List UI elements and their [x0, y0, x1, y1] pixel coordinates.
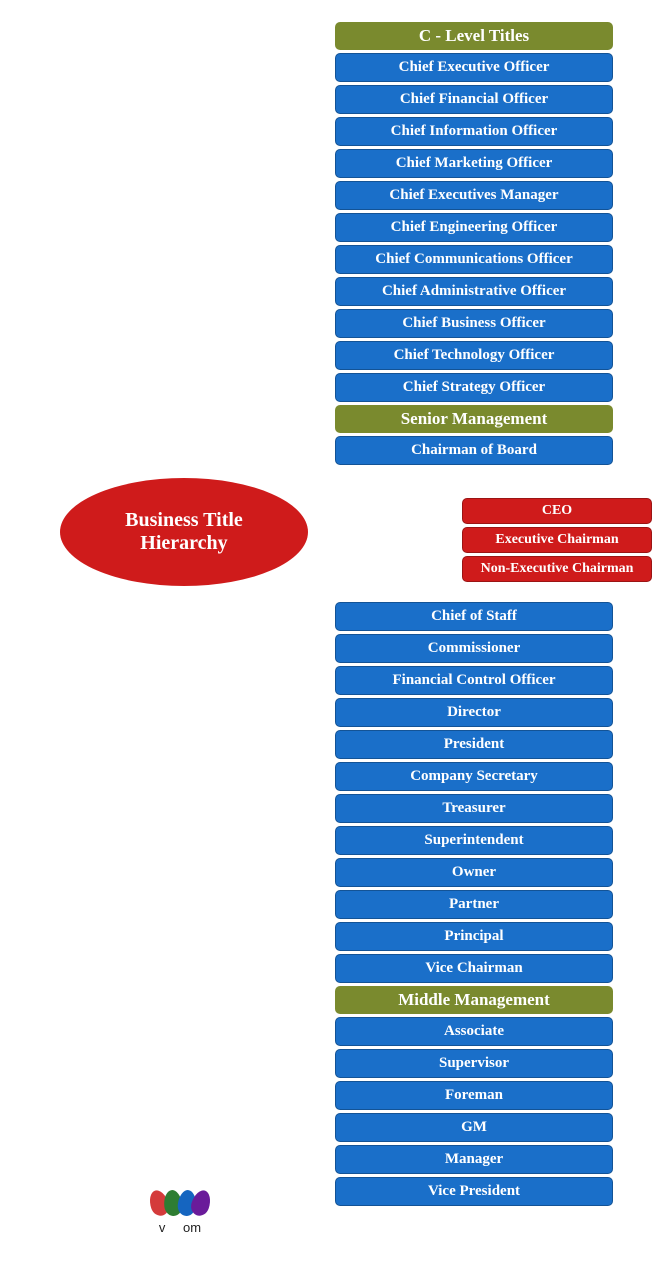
- sub-hierarchy-item: CEO: [462, 498, 652, 524]
- hierarchy-item: Chief Executive Officer: [335, 53, 613, 82]
- hierarchy-item: Chief Business Officer: [335, 309, 613, 338]
- hierarchy-item: Foreman: [335, 1081, 613, 1110]
- hierarchy-item: Chairman of Board: [335, 436, 613, 465]
- section-header: Senior Management: [335, 405, 613, 433]
- hierarchy-item: Associate: [335, 1017, 613, 1046]
- hierarchy-item: Supervisor: [335, 1049, 613, 1078]
- hierarchy-item: Vice President: [335, 1177, 613, 1206]
- main-column: C - Level Titles Chief Executive Officer C…: [335, 22, 613, 1209]
- title-ellipse-text: Business Title Hierarchy: [125, 509, 243, 555]
- hierarchy-item: Chief Administrative Officer: [335, 277, 613, 306]
- hierarchy-item: Chief Marketing Officer: [335, 149, 613, 178]
- hierarchy-item: Owner: [335, 858, 613, 887]
- hierarchy-item: Partner: [335, 890, 613, 919]
- section-header: Middle Management: [335, 986, 613, 1014]
- hierarchy-item: Superintendent: [335, 826, 613, 855]
- hierarchy-item: Chief of Staff: [335, 602, 613, 631]
- sub-column: CEO Executive Chairman Non-Executive Chair…: [462, 498, 652, 585]
- hierarchy-item: Chief Financial Officer: [335, 85, 613, 114]
- sub-hierarchy-item: Executive Chairman: [462, 527, 652, 553]
- hierarchy-item: Financial Control Officer: [335, 666, 613, 695]
- hierarchy-item: Chief Information Officer: [335, 117, 613, 146]
- hierarchy-item: Principal: [335, 922, 613, 951]
- hierarchy-item: President: [335, 730, 613, 759]
- hierarchy-item: Director: [335, 698, 613, 727]
- title-ellipse: Business Title Hierarchy: [60, 478, 308, 586]
- hierarchy-item: Chief Executives Manager: [335, 181, 613, 210]
- hierarchy-item: Chief Communications Officer: [335, 245, 613, 274]
- hierarchy-item: Company Secretary: [335, 762, 613, 791]
- hierarchy-item: Chief Engineering Officer: [335, 213, 613, 242]
- hierarchy-item: Commissioner: [335, 634, 613, 663]
- section-header: C - Level Titles: [335, 22, 613, 50]
- hierarchy-item: Vice Chairman: [335, 954, 613, 983]
- hierarchy-item: GM: [335, 1113, 613, 1142]
- hierarchy-item: Chief Strategy Officer: [335, 373, 613, 402]
- title-line2: Hierarchy: [125, 532, 243, 555]
- hierarchy-item: Chief Technology Officer: [335, 341, 613, 370]
- logo-icon: [90, 1190, 270, 1216]
- sub-hierarchy-item: Non-Executive Chairman: [462, 556, 652, 582]
- hierarchy-item: Manager: [335, 1145, 613, 1174]
- logo: v om: [90, 1190, 270, 1235]
- title-line1: Business Title: [125, 509, 243, 532]
- hierarchy-item: Treasurer: [335, 794, 613, 823]
- logo-text: v om: [90, 1220, 270, 1235]
